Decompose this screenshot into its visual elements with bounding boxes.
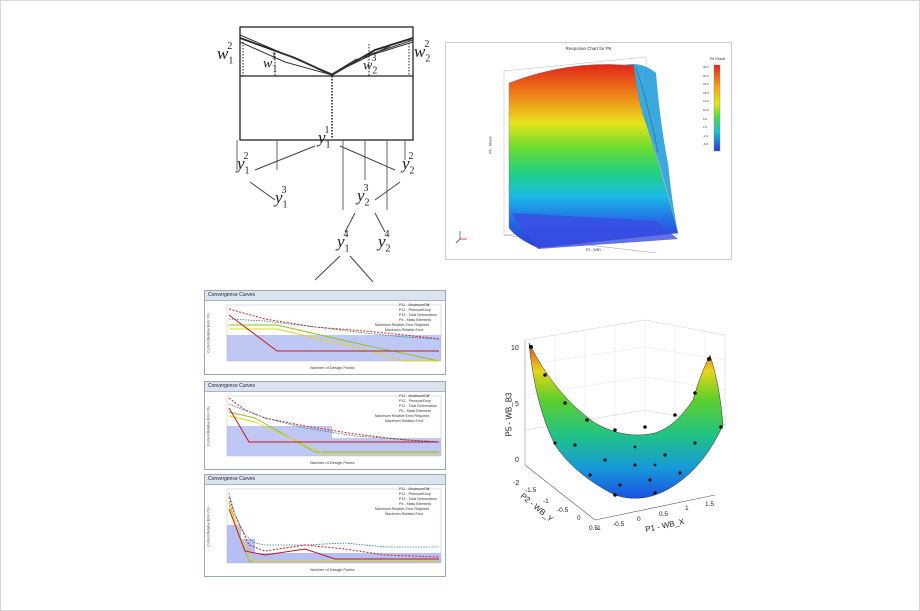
- colorbar-label: 26.0: [703, 73, 709, 78]
- node-w22: w22: [414, 39, 431, 65]
- xaxis-label: Number of Design Points: [310, 365, 355, 370]
- yaxis-label: Current Relative Error (%): [206, 313, 211, 353]
- legend-item: Maximum Relative Error Required: [375, 507, 430, 511]
- legend-item: Maximum Relative Error Required: [375, 323, 430, 327]
- ytick: 0: [577, 515, 581, 522]
- xtick: 1.5: [705, 501, 715, 508]
- ytick: -0.5: [557, 507, 569, 514]
- xtick: 0.5: [659, 511, 669, 518]
- xtick: 0: [637, 516, 641, 523]
- convergence-panel-2: Convergence Curves P11 - ModesumDiff P12…: [204, 381, 446, 470]
- colorbar-label: 10.0: [703, 107, 709, 112]
- node-y11: y11: [318, 125, 331, 151]
- node-y13: y13: [275, 185, 288, 211]
- legend-item: P5 - Mass Elements: [399, 318, 432, 322]
- zaxis-label: P5 - WB_B3: [504, 392, 514, 437]
- convergence-plot-1: [226, 304, 442, 362]
- tree-lines: [236, 26, 414, 283]
- legend-item: Maximum Relative Error: [385, 419, 424, 423]
- ztick: 0: [515, 457, 519, 464]
- legend-item: P13 - Total Deformation: [399, 497, 437, 501]
- response-ylabel: P6 - Stress: [488, 136, 493, 154]
- surface3d-plot: P5 - WB_B3 10 5 0 -2 P1 - WB_X P2 - WB_Y…: [495, 315, 735, 540]
- legend-item: Maximum Relative Error Required: [375, 414, 430, 418]
- panel-title: Convergence Curves: [205, 382, 445, 392]
- surface-points: [529, 345, 723, 497]
- ztick: 5: [515, 401, 519, 408]
- node-y12: y12: [237, 151, 250, 177]
- ytick: 0.5: [589, 525, 599, 532]
- node-y24: y24: [378, 229, 391, 255]
- ytick: -1.5: [525, 487, 537, 494]
- node-y14: y14: [337, 229, 350, 255]
- xtick: -1: [595, 525, 601, 532]
- node-y23: y23: [357, 183, 370, 209]
- xaxis-label: Number of Design Points: [310, 460, 355, 465]
- colorbar-label: 30.0: [703, 65, 709, 69]
- legend-item: P13 - Total Deformation: [399, 404, 437, 408]
- tree-diagram: w12 w11 w23 w22 y11 y12 y22 y13 y23 y14 …: [215, 20, 445, 290]
- yaxis-label: Current Relative Error (%): [206, 406, 211, 446]
- colorbar-label: 14.0: [703, 99, 709, 104]
- response-chart-title: Response Chart for P6: [565, 46, 612, 51]
- response-colorbar-labels: 30.0 26.0 22.0 18.0 14.0 10.0 6.0 2.0 -2…: [703, 63, 713, 149]
- surface3d-svg: [524, 319, 726, 521]
- response-chart-legend-title: P6 Result: [710, 57, 726, 61]
- ztick: -2: [513, 480, 520, 487]
- legend-item: P5 - Mass Elements: [399, 502, 432, 506]
- legend-item: Maximum Relative Error: [385, 512, 424, 516]
- yaxis-label: Current Relative Error (%): [206, 507, 211, 547]
- legend-item: P11 - ModesumDiff: [399, 394, 430, 398]
- colorbar-label: -2.0: [703, 133, 709, 138]
- convergence-panel-3: Convergence Curves P11 - ModesumDiff P12…: [204, 474, 446, 577]
- colorbar-label: 2.0: [703, 125, 708, 130]
- legend-item: Maximum Relative Error: [385, 328, 424, 332]
- colorbar-label: -6.0: [703, 142, 709, 147]
- node-y22: y22: [402, 151, 415, 177]
- response-chart-panel: Response Chart for P6 P6 Result: [445, 42, 732, 260]
- node-w11: w11: [263, 51, 278, 75]
- colorbar-label: 22.0: [703, 82, 709, 87]
- legend-item: P11 - ModesumDiff: [399, 303, 430, 307]
- legend-item: P13 - Total Deformation: [399, 313, 437, 317]
- xtick: -0.5: [613, 521, 625, 528]
- legend-item: P11 - ModesumDiff: [399, 487, 430, 491]
- convergence-panel-1: Convergence Curves P11 - ModesumDiff P12…: [204, 290, 446, 375]
- legend-item: P12 - PressureDrop: [399, 492, 431, 496]
- colorbar-label: 18.0: [703, 90, 709, 95]
- ztick: 10: [511, 345, 519, 352]
- ytick: -1: [543, 498, 549, 505]
- response-surface: [455, 56, 721, 254]
- panel-title: Convergence Curves: [205, 475, 445, 485]
- colorbar-label: 6.0: [703, 116, 708, 121]
- legend-item: P12 - PressureDrop: [399, 308, 431, 312]
- node-w23: w23: [363, 53, 378, 77]
- xaxis-label: Number of Design Points: [310, 567, 355, 572]
- xtick: 1: [685, 505, 689, 512]
- panel-title: Convergence Curves: [205, 291, 445, 301]
- response-xlabel: P2 - WBY: [586, 248, 602, 252]
- node-w12: w12: [217, 41, 234, 67]
- convergence-plot-2: [226, 395, 442, 457]
- convergence-plot-3: [226, 488, 442, 564]
- legend-item: P5 - Mass Elements: [399, 409, 432, 413]
- legend-item: P12 - PressureDrop: [399, 399, 431, 403]
